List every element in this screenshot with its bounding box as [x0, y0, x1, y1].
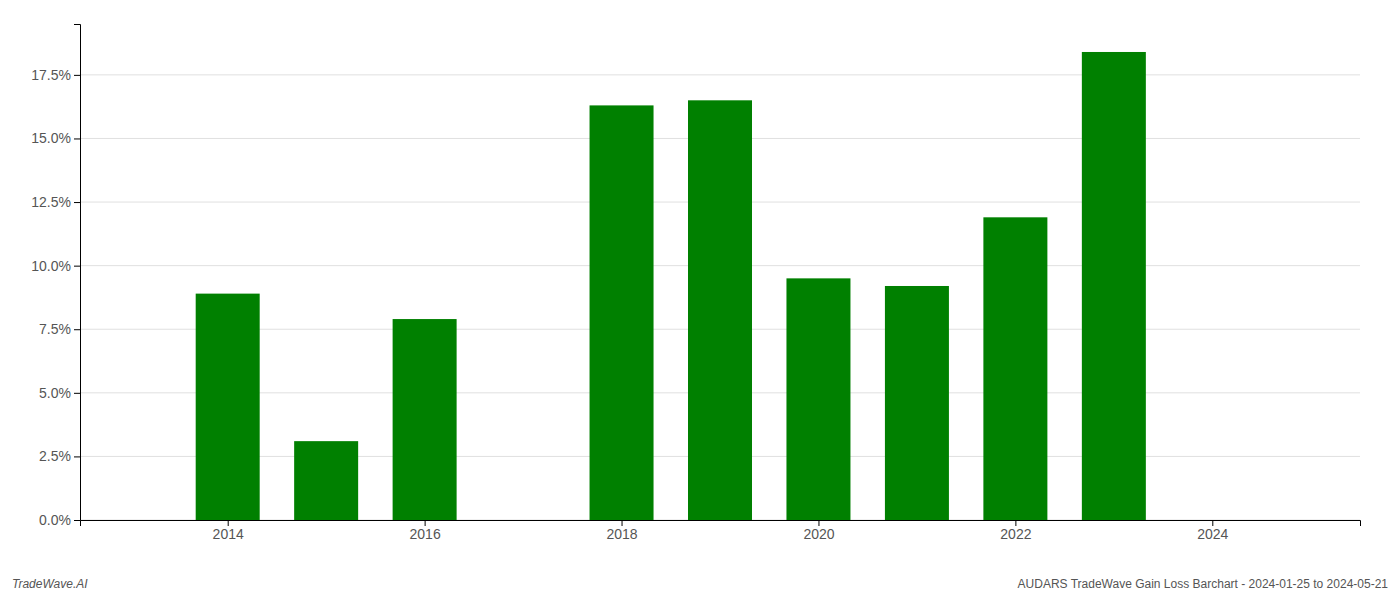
- x-tick: 2014: [213, 520, 244, 542]
- y-tick-mark: [74, 456, 80, 457]
- grid: [80, 75, 1360, 520]
- footer-right: AUDARS TradeWave Gain Loss Barchart - 20…: [1018, 577, 1389, 591]
- bar: [885, 286, 949, 520]
- y-tick-label: 17.5%: [31, 67, 71, 83]
- y-tick-label: 7.5%: [39, 321, 71, 337]
- y-tick: 7.5%: [39, 321, 80, 337]
- x-tick-label: 2020: [803, 526, 834, 542]
- y-tick-label: 10.0%: [31, 258, 71, 274]
- y-axis-line: [74, 25, 81, 521]
- y-tick-mark: [74, 520, 80, 521]
- y-tick-label: 2.5%: [39, 448, 71, 464]
- y-tick-mark: [74, 75, 80, 76]
- y-tick-label: 0.0%: [39, 512, 71, 528]
- y-tick: 0.0%: [39, 512, 80, 528]
- x-tick-label: 2024: [1197, 526, 1228, 542]
- y-tick: 5.0%: [39, 385, 80, 401]
- bar: [1082, 52, 1146, 520]
- y-tick: 17.5%: [31, 67, 80, 83]
- x-axis-line: [81, 521, 1361, 527]
- bar: [491, 520, 555, 521]
- x-tick-label: 2016: [410, 526, 441, 542]
- y-tick-label: 12.5%: [31, 194, 71, 210]
- x-tick: 2024: [1197, 520, 1228, 542]
- y-tick: 10.0%: [31, 258, 80, 274]
- x-tick: 2022: [1000, 520, 1031, 542]
- y-tick: 15.0%: [31, 130, 80, 146]
- x-tick-label: 2022: [1000, 526, 1031, 542]
- y-tick-label: 15.0%: [31, 130, 71, 146]
- x-axis: 2014 2016 2018 2020 2022 2024: [81, 520, 1361, 542]
- x-tick: 2016: [410, 520, 441, 542]
- bar: [688, 100, 752, 520]
- y-tick-mark: [74, 266, 80, 267]
- y-tick-mark: [74, 138, 80, 139]
- y-tick: 12.5%: [31, 194, 80, 210]
- x-tick: 2018: [606, 520, 637, 542]
- bar: [393, 319, 457, 520]
- y-tick-mark: [74, 202, 80, 203]
- grid-line: [80, 74, 1360, 75]
- bars: [196, 52, 1146, 520]
- y-axis: 0.0% 2.5% 5.0% 7.5% 10.0% 12.5% 15.0% 17.5%: [31, 25, 80, 528]
- y-tick-mark: [74, 329, 80, 330]
- x-tick: 2020: [803, 520, 834, 542]
- x-tick-label: 2018: [606, 526, 637, 542]
- bar: [786, 278, 850, 520]
- bar: [196, 294, 260, 520]
- bar: [983, 217, 1047, 520]
- y-tick: 2.5%: [39, 448, 80, 464]
- x-tick-label: 2014: [213, 526, 244, 542]
- y-tick-label: 5.0%: [39, 385, 71, 401]
- y-tick-mark: [74, 393, 80, 394]
- bar: [294, 441, 358, 520]
- bar: [590, 105, 654, 520]
- footer-left: TradeWave.AI: [12, 577, 88, 591]
- chart: 2014 2016 2018 2020 2022 2024 0.0% 2.5% 5.0% 7.5%…: [0, 0, 1400, 600]
- plot: 2014 2016 2018 2020 2022 2024 0.0% 2.5% 5.0% 7.5%…: [31, 25, 1360, 542]
